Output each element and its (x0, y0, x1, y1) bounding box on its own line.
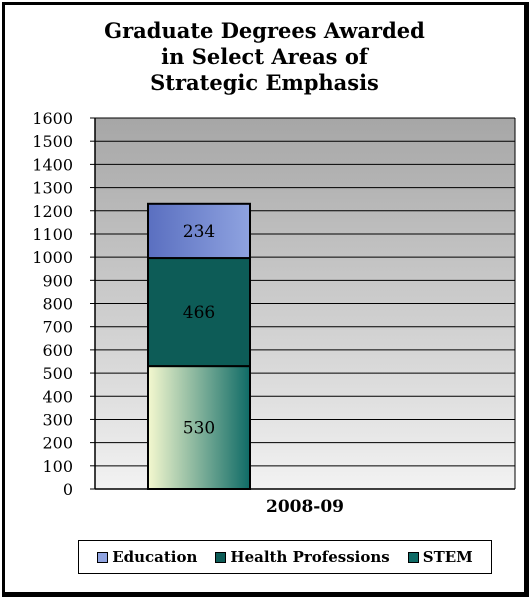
y-axis-ticks: 0 100 200 300 400 500 600 700 800 900 1000 1100 1200… (32, 109, 95, 499)
y-tick-label: 1500 (32, 132, 73, 151)
legend-label-education: Education (112, 548, 198, 566)
legend-label-stem: STEM (422, 548, 473, 566)
y-tick-label: 100 (42, 457, 73, 476)
legend-swatch-education (97, 551, 109, 563)
legend-item-health-professions: Health Professions (215, 548, 390, 566)
x-axis-labels: 2008-09 (266, 497, 344, 517)
y-tick-label: 800 (42, 295, 73, 314)
bar-stem (147, 365, 251, 491)
y-tick-label: 1200 (32, 202, 73, 221)
y-tick-label: 0 (63, 480, 73, 499)
chart-title-line-1: Graduate Degrees Awarded (104, 18, 425, 43)
y-tick-label: 1400 (32, 155, 73, 174)
legend-label-health-professions: Health Professions (230, 548, 390, 566)
y-tick-label: 200 (42, 434, 73, 453)
data-label-stem: 530 (183, 419, 215, 439)
data-label-health-professions: 466 (183, 303, 215, 323)
y-tick-label: 1000 (32, 248, 73, 267)
legend-item-education: Education (97, 548, 197, 566)
legend-item-stem: STEM (407, 548, 473, 566)
axes (94, 117, 516, 490)
y-tick-label: 400 (42, 387, 73, 406)
y-tick-label: 1300 (32, 179, 73, 198)
x-tick-label: 2008-09 (266, 497, 344, 517)
y-tick-label: 900 (42, 271, 73, 290)
chart-title: Graduate Degrees Awarded in Select Areas… (0, 18, 529, 96)
chart-title-line-2: in Select Areas of (161, 44, 368, 69)
data-label-education: 234 (183, 222, 215, 242)
y-tick-label: 500 (42, 364, 73, 383)
y-tick-label: 600 (42, 341, 73, 360)
bars: 530 466 234 (147, 202, 251, 491)
chart-title-line-3: Strategic Emphasis (150, 70, 379, 95)
y-tick-label: 300 (42, 410, 73, 429)
y-tick-label: 1100 (32, 225, 73, 244)
legend-swatch-stem (407, 551, 419, 563)
y-tick-label: 700 (42, 318, 73, 337)
y-tick-label: 1600 (32, 109, 73, 128)
legend: Education Health Professions STEM (78, 540, 492, 574)
legend-swatch-health-professions (215, 551, 227, 563)
bar-education (147, 202, 251, 260)
